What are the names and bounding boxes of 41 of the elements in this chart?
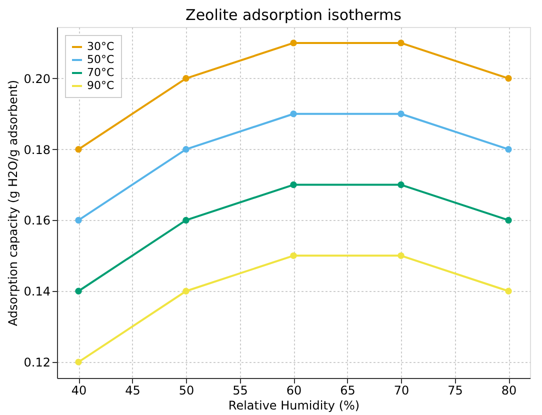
x-tick-label: 80 [501,384,517,398]
point [75,358,82,366]
x-tick-label: 55 [232,384,248,398]
point [290,110,297,118]
point [505,288,512,294]
point [290,181,297,188]
point [182,288,190,294]
point [75,146,82,153]
y-axis-title: Adsorption capacity (g H2O/g adsorbent) [6,80,20,326]
point [290,252,297,260]
y-tick-label: 0.14 [24,284,50,299]
point [398,252,404,260]
point [398,181,404,188]
y-tick-label: 0.16 [24,214,50,228]
y-tick-label: 0.18 [24,142,50,157]
point [505,75,512,82]
x-tick-label: 50 [178,384,194,398]
point [75,216,82,224]
y-tick-label: 0.20 [24,72,50,86]
legend-label: 30°C [87,40,114,53]
point [398,40,404,46]
x-tick-label: 75 [448,384,463,398]
legend-label: 90°C [87,79,114,92]
x-tick-label: 40 [71,384,87,398]
point [398,110,404,118]
legend-label: 70°C [87,66,114,79]
point [182,75,190,82]
x-axis-title: Relative Humidity (%) [228,398,360,412]
legend-label: 50°C [87,53,114,66]
point [290,40,297,46]
chart-title: Zeolite adsorption isotherms [186,6,402,24]
x-tick-label: 60 [286,384,302,398]
point [505,146,512,153]
point [182,216,190,224]
point [182,146,190,153]
x-tick-label: 65 [340,384,356,398]
x-tick-label: 70 [394,384,410,398]
x-tick-label: 45 [125,384,140,398]
point [505,216,512,224]
point [75,288,82,294]
y-tick-label: 0.12 [24,356,50,370]
